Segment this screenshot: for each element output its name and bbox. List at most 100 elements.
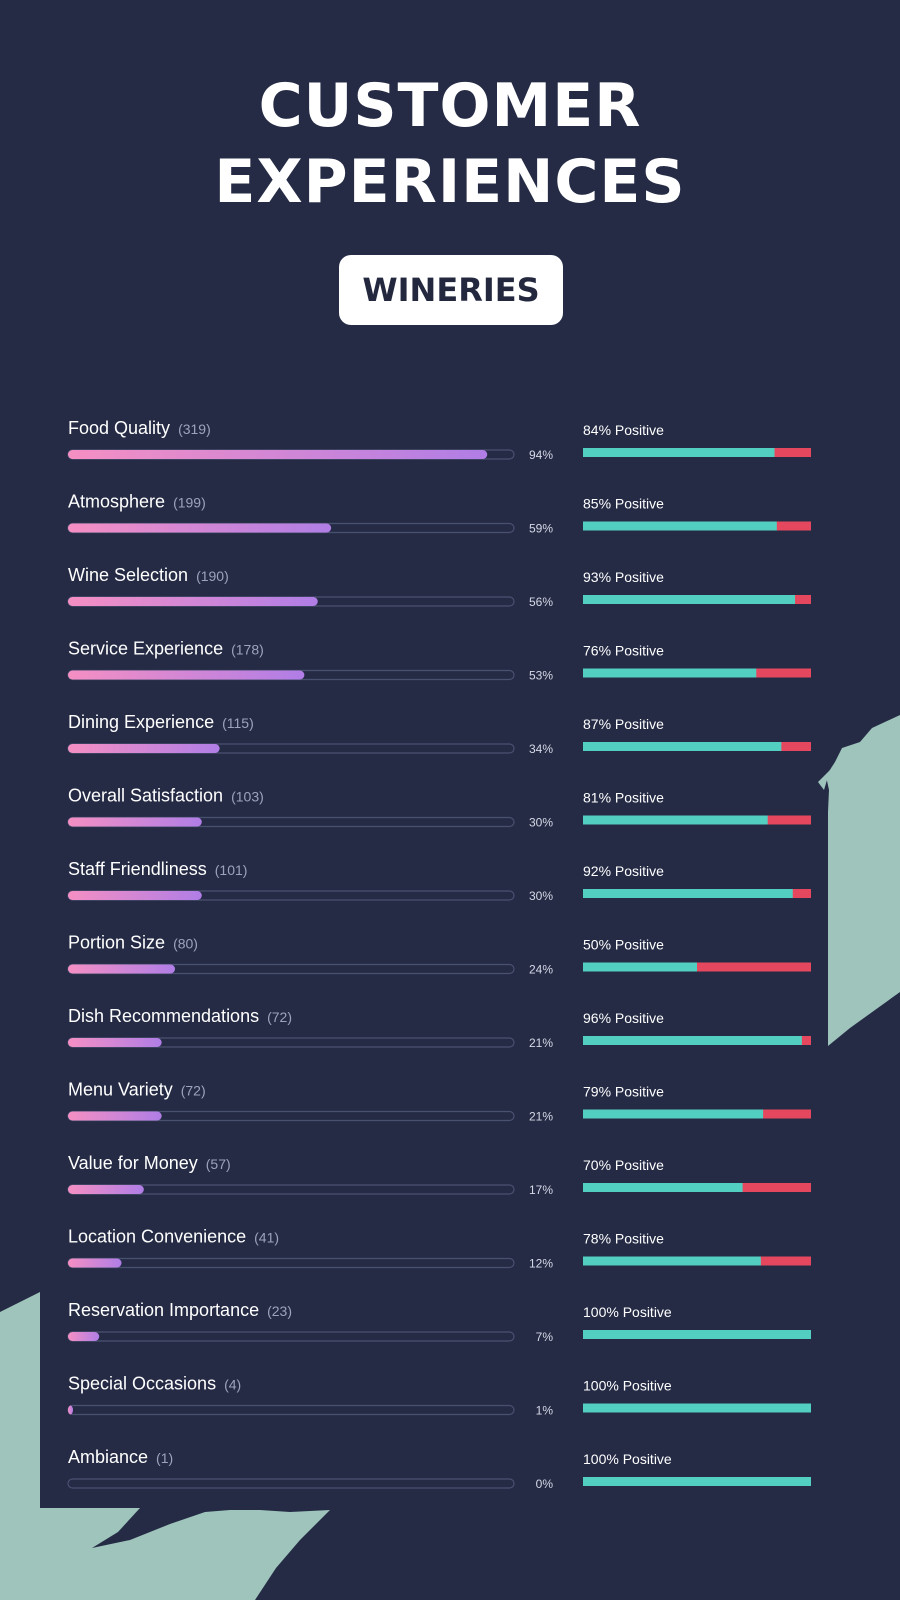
row-label: Dish Recommendations (72) (68, 1006, 292, 1026)
positive-label: 70% Positive (583, 1157, 664, 1173)
row-label: Wine Selection (190) (68, 565, 229, 585)
mention-bar (68, 1332, 100, 1341)
title-line-1: CUSTOMER (258, 71, 642, 141)
row-count: (1) (156, 1450, 173, 1466)
mention-bar-track (67, 1331, 515, 1342)
positive-label: 81% Positive (583, 790, 664, 806)
mention-bar (68, 817, 202, 827)
mention-bar (68, 1111, 162, 1121)
row-count: (199) (173, 495, 206, 511)
positive-label: 79% Positive (583, 1084, 664, 1100)
row-label: Menu Variety (72) (68, 1080, 206, 1100)
row-label: Ambiance (1) (68, 1447, 173, 1467)
brush-stroke-right-fleck (818, 770, 830, 790)
row-count: (190) (196, 568, 229, 584)
positive-label: 100% Positive (583, 1378, 672, 1394)
mention-percent: 12% (529, 1257, 553, 1271)
positive-label: 76% Positive (583, 643, 664, 659)
chart-row: Food Quality (319) 94% 84% Positive (67, 418, 811, 462)
chart-row: Portion Size (80) 24% 50% Positive (67, 933, 811, 977)
row-count: (72) (267, 1009, 292, 1025)
mention-percent: 56% (529, 595, 553, 609)
mention-bar (68, 1185, 144, 1194)
chart-row: Special Occasions (4) 1% 100% Positive (67, 1374, 811, 1418)
sentiment-positive-bar (583, 595, 796, 604)
mention-bar (68, 1258, 122, 1268)
title-line-2: EXPERIENCES (214, 147, 686, 217)
mention-percent: 34% (529, 742, 553, 756)
row-count: (178) (231, 642, 264, 658)
positive-label: 96% Positive (583, 1010, 664, 1026)
mention-bar (68, 450, 488, 459)
sentiment-positive-bar (583, 1109, 764, 1119)
sentiment-positive-bar (583, 521, 777, 531)
sentiment-positive-bar (583, 1256, 761, 1266)
positive-label: 92% Positive (583, 863, 664, 879)
mention-bar (68, 1038, 162, 1047)
mention-percent: 21% (529, 1036, 553, 1050)
sentiment-positive-bar (583, 1330, 811, 1339)
mention-bar (68, 744, 220, 753)
brush-stroke-bottom-fleck (220, 1536, 262, 1572)
mention-percent: 17% (529, 1183, 553, 1197)
mention-bar (68, 891, 202, 900)
sentiment-positive-bar (583, 889, 793, 898)
mention-percent: 53% (529, 669, 553, 683)
row-label: Food Quality (319) (68, 418, 211, 438)
row-label: Reservation Importance (23) (68, 1300, 292, 1320)
sentiment-positive-bar (583, 1403, 811, 1413)
row-label: Special Occasions (4) (68, 1374, 241, 1394)
mention-percent: 94% (529, 448, 553, 462)
positive-label: 87% Positive (583, 716, 664, 732)
mention-percent: 24% (529, 963, 553, 977)
chart-row: Value for Money (57) 17% 70% Positive (67, 1153, 811, 1197)
positive-label: 78% Positive (583, 1231, 664, 1247)
mention-bar-track (67, 1404, 515, 1416)
mention-percent: 1% (536, 1404, 554, 1418)
mention-bar-track (67, 1478, 515, 1489)
brush-stroke-right (826, 715, 900, 1046)
sentiment-positive-bar (583, 668, 757, 678)
row-count: (115) (222, 715, 254, 731)
row-count: (4) (224, 1377, 241, 1393)
sentiment-positive-bar (583, 742, 782, 751)
row-count: (80) (173, 936, 198, 952)
chart-row: Wine Selection (190) 56% 93% Positive (67, 565, 811, 609)
sentiment-positive-bar (583, 1183, 743, 1192)
row-count: (103) (231, 789, 264, 805)
row-count: (319) (178, 421, 211, 437)
sentiment-positive-bar (583, 1477, 811, 1486)
mention-bar (68, 1405, 73, 1415)
mention-bar (68, 670, 305, 680)
sentiment-positive-bar (583, 448, 775, 457)
chart-row: Location Convenience (41) 12% 78% Positive (67, 1227, 811, 1271)
sentiment-positive-bar (583, 962, 697, 972)
chart-row: Reservation Importance (23) 7% 100% Positiv… (67, 1300, 811, 1344)
row-label: Atmosphere (199) (68, 492, 206, 512)
brush-stroke-bottom-left (0, 1292, 330, 1600)
mention-bar (68, 523, 332, 533)
mention-percent: 30% (529, 816, 553, 830)
chart-row: Dish Recommendations (72) 21% 96% Positive (67, 1006, 811, 1050)
positive-label: 100% Positive (583, 1451, 672, 1467)
chart-row: Overall Satisfaction (103) 30% 81% Positive (67, 786, 811, 830)
positive-label: 93% Positive (583, 569, 664, 585)
row-label: Service Experience (178) (68, 639, 264, 659)
row-label: Location Convenience (41) (68, 1227, 279, 1247)
chart-row: Ambiance (1) 0% 100% Positive (67, 1447, 811, 1491)
page-title: CUSTOMER EXPERIENCES (0, 68, 900, 220)
chart-row: Atmosphere (199) 59% 85% Positive (67, 492, 811, 536)
row-label: Value for Money (57) (68, 1153, 231, 1173)
row-count: (101) (215, 862, 248, 878)
positive-label: 100% Positive (583, 1304, 672, 1320)
positive-label: 50% Positive (583, 937, 664, 953)
row-count: (41) (254, 1230, 279, 1246)
mention-percent: 21% (529, 1110, 553, 1124)
positive-label: 84% Positive (583, 422, 664, 438)
mention-bar-track (67, 1257, 515, 1269)
row-count: (72) (181, 1083, 206, 1099)
mention-percent: 59% (529, 522, 553, 536)
mention-percent: 0% (536, 1477, 554, 1491)
